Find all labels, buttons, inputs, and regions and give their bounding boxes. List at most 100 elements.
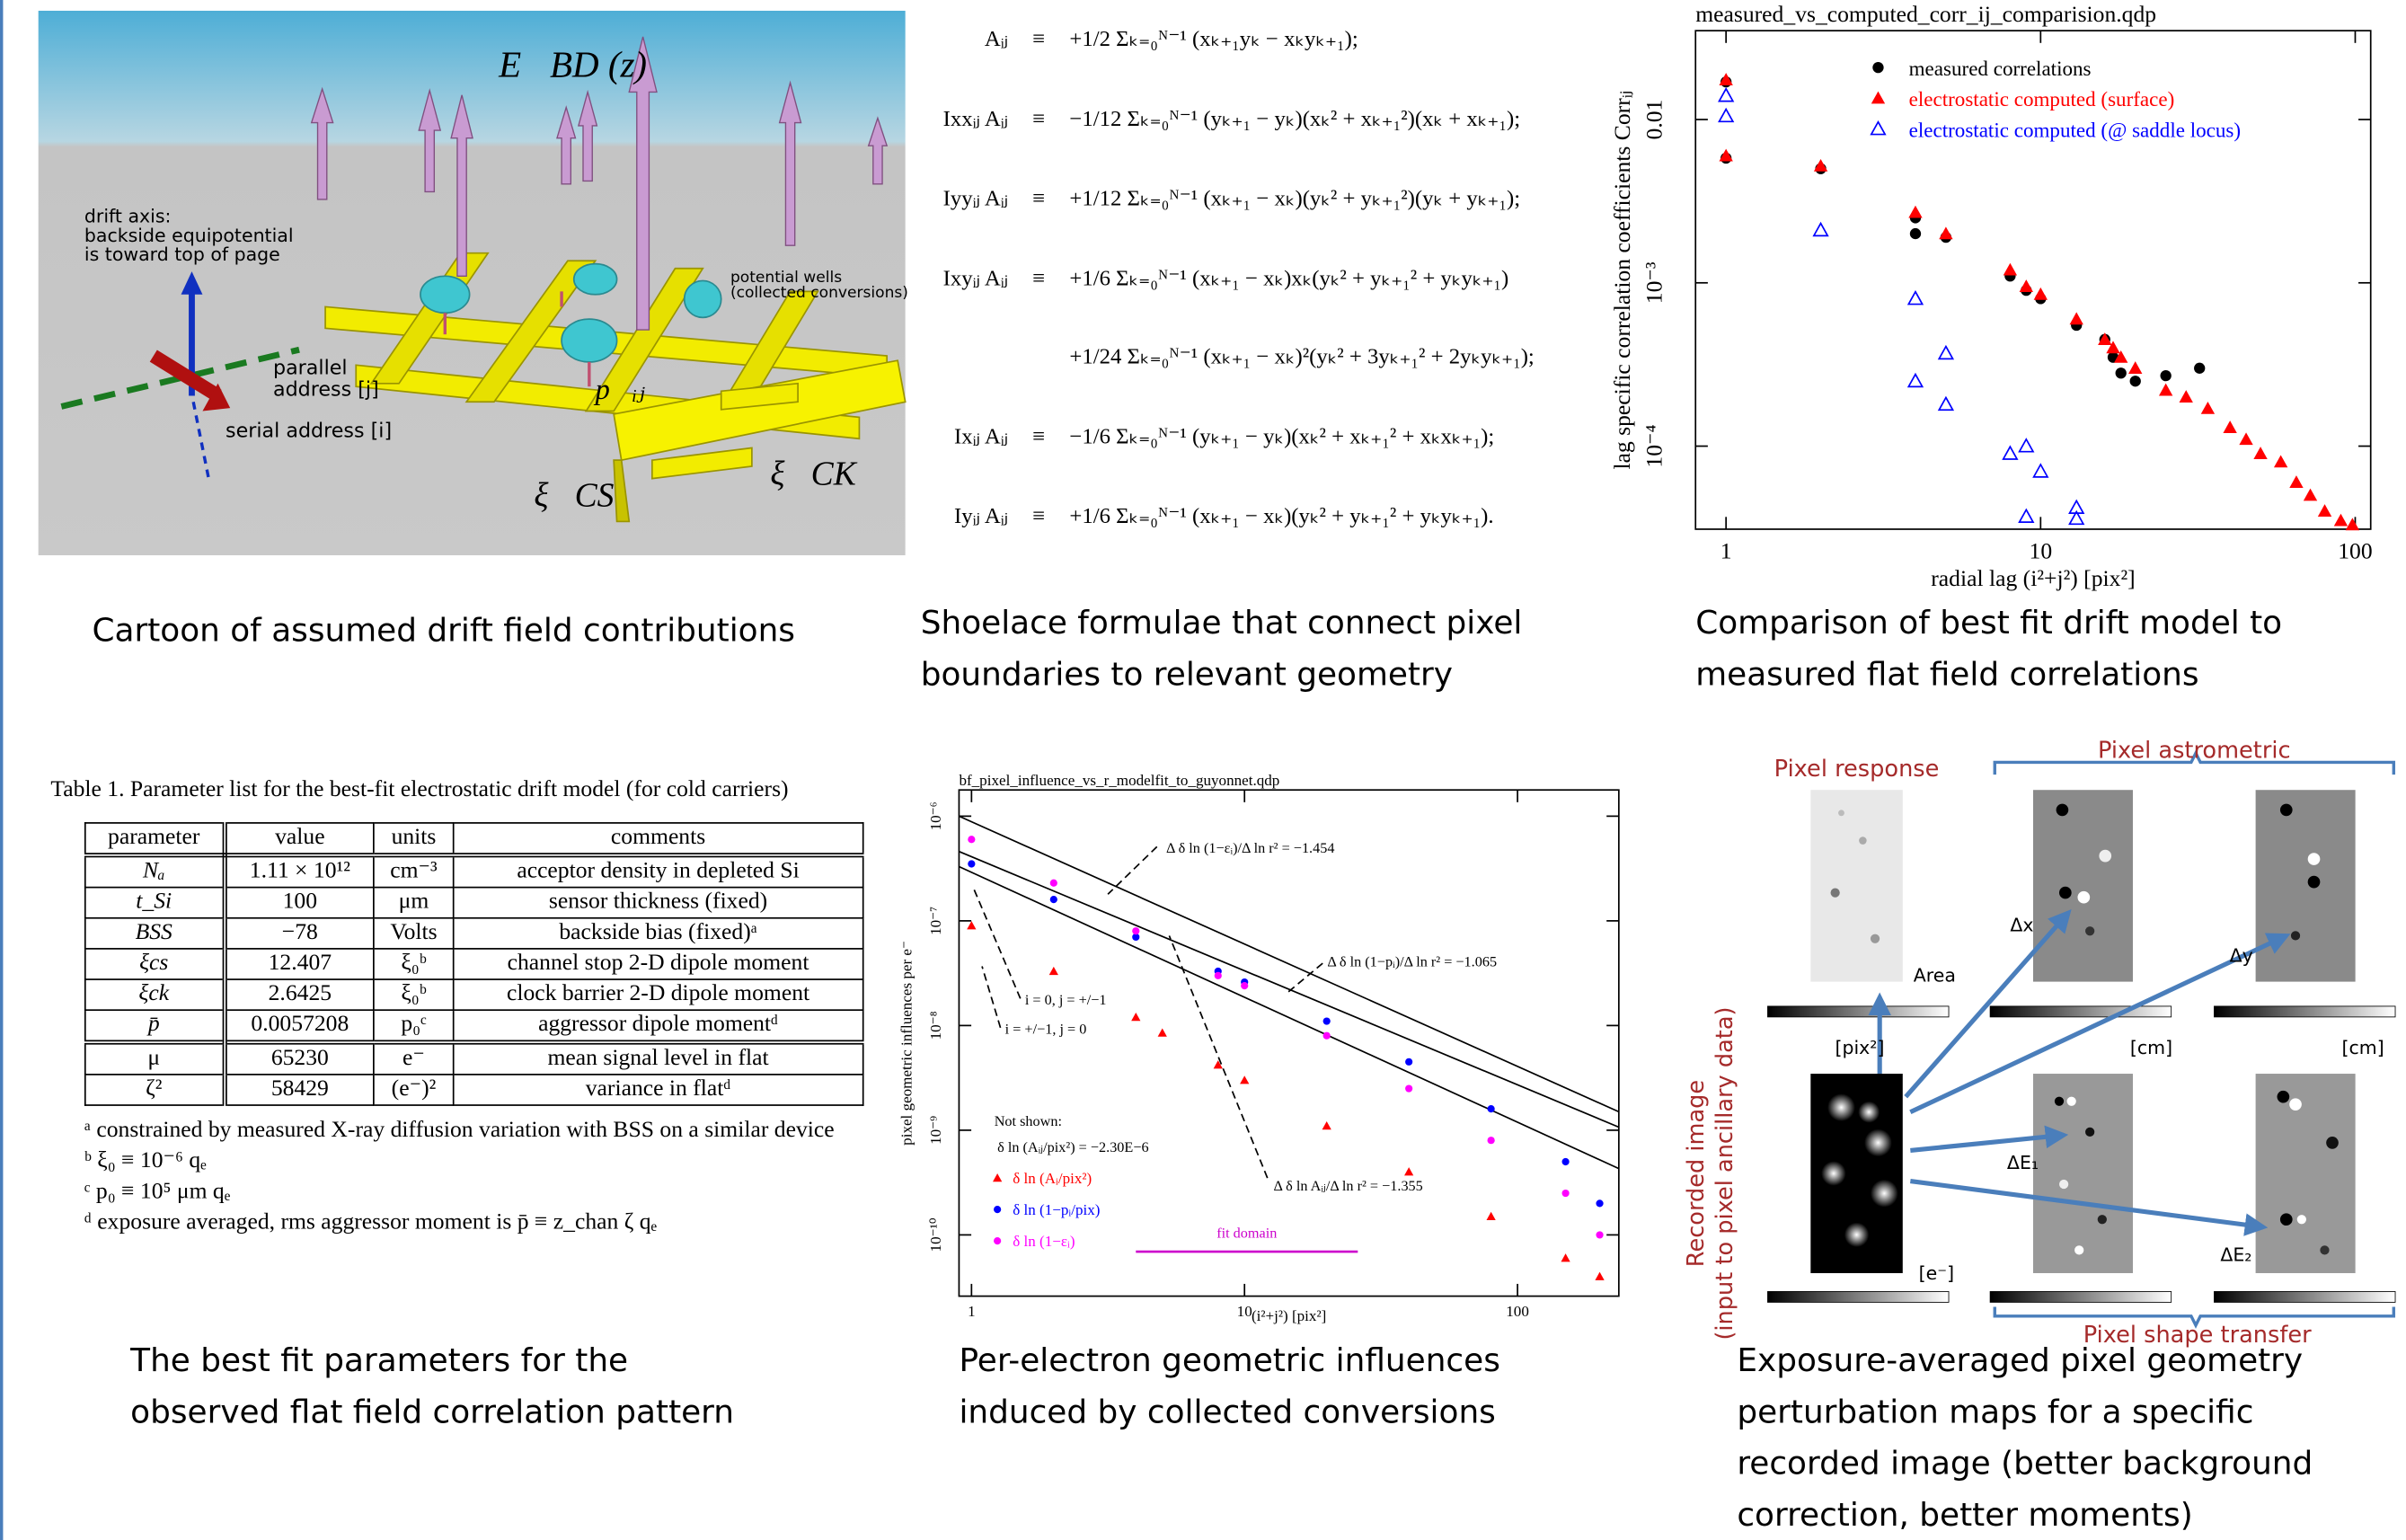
formula-label: Aᵢⱼ xyxy=(985,27,1008,51)
table-cell: 65230 xyxy=(224,1042,374,1075)
annotation: Δ δ ln Aᵢⱼ/Δ ln r² = −1.355 xyxy=(1274,1178,1423,1194)
y-tick-label: 10⁻⁶ xyxy=(927,801,944,830)
annotation-pointer xyxy=(982,967,1000,1028)
data-point xyxy=(1240,1075,1249,1084)
data-point xyxy=(1050,880,1057,887)
clock-barrier-label: ξ⃗CK xyxy=(770,456,857,492)
map-title: Pixel astrometric xyxy=(2098,737,2291,764)
data-point xyxy=(1049,967,1058,975)
data-point xyxy=(2334,514,2348,527)
data-point xyxy=(1908,206,1922,218)
data-point xyxy=(1158,1029,1167,1037)
data-point xyxy=(2004,447,2017,459)
data-point xyxy=(1131,1013,1140,1021)
table-row: BSS−78Voltsbackside bias (fixed)ᵃ xyxy=(85,918,863,949)
table-cell: t_Si xyxy=(85,888,225,918)
data-point xyxy=(1719,109,1732,121)
caption: Shoelace formulae that connect pixel xyxy=(921,605,1523,642)
legend-marker xyxy=(1872,62,1883,73)
legend-label: δ ln (1−εᵢ) xyxy=(1013,1233,1075,1250)
data-point xyxy=(1488,1137,1495,1144)
legend-marker xyxy=(994,1237,1001,1244)
x-axis-label: (i²+j²) [pix²] xyxy=(1252,1307,1326,1324)
data-point xyxy=(1719,149,1732,162)
data-point xyxy=(1814,159,1827,172)
formula-expr: +1/6 Σₖ₌₀ᴺ⁻¹ (xₖ₊₁ − xₖ)xₖ(yₖ² + yₖ₊₁² +… xyxy=(1069,267,1508,291)
table-cell: (e⁻)² xyxy=(375,1075,454,1105)
formula-op: ≡ xyxy=(1032,504,1045,528)
table-cell: p₀ᶜ xyxy=(375,1010,454,1042)
data-point xyxy=(1322,1121,1331,1129)
data-point xyxy=(2020,509,2033,522)
wells-label: (collected conversions) xyxy=(730,284,908,302)
annotation-pointer xyxy=(1108,846,1157,894)
y-tick-label: 10⁻⁴ xyxy=(1641,424,1667,467)
table-cell: clock barrier 2-D dipole moment xyxy=(453,979,862,1010)
data-point xyxy=(1487,1212,1496,1220)
data-point xyxy=(2070,312,2083,324)
annotation: Not shown: xyxy=(995,1113,1062,1129)
formula-op: ≡ xyxy=(1032,107,1045,131)
map-label: Δx xyxy=(2010,914,2033,935)
caption: observed flat field correlation pattern xyxy=(130,1394,734,1430)
data-point xyxy=(967,921,976,929)
legend-label: δ ln (Aᵢ/pix²) xyxy=(1013,1170,1092,1187)
recorded-image-label: (input to pixel ancillary data) xyxy=(1712,1006,1738,1340)
formula-expr: +1/12 Σₖ₌₀ᴺ⁻¹ (xₖ₊₁ − xₖ)(yₖ² + yₖ₊₁²)(y… xyxy=(1069,187,1520,211)
data-point xyxy=(2159,384,2172,396)
data-point xyxy=(2201,402,2215,414)
data-point xyxy=(2304,489,2317,501)
data-point xyxy=(1214,1060,1223,1068)
parallel-label: address [j] xyxy=(273,377,379,401)
data-point xyxy=(2020,279,2033,292)
parameter-table: Table 1. Parameter list for the best-fit… xyxy=(50,778,902,1238)
data-point xyxy=(1561,1190,1569,1197)
data-point xyxy=(1939,397,1952,410)
recorded-image-label: Recorded image xyxy=(1683,1080,1710,1267)
table-cell: ζ² xyxy=(85,1075,225,1105)
table-cell: cm⁻³ xyxy=(375,855,454,888)
map-label: ΔE₁ xyxy=(2007,1152,2039,1173)
formula-op: ≡ xyxy=(1032,27,1045,51)
data-point xyxy=(2161,370,2172,381)
footnotes: ᵃ constrained by measured X-ray diffusio… xyxy=(84,1115,882,1238)
data-point xyxy=(2034,288,2048,300)
caption: correction, better moments) xyxy=(1737,1497,2192,1534)
legend-label: electrostatic computed (surface) xyxy=(1909,87,2175,111)
formula-label: Ixᵢⱼ Aᵢⱼ xyxy=(954,424,1008,448)
table-cell: aggressor dipole momentᵈ xyxy=(453,1010,862,1042)
data-point xyxy=(2004,263,2017,276)
y-tick-label: 10⁻⁸ xyxy=(927,1011,944,1040)
table-title: Table 1. Parameter list for the best-fit… xyxy=(50,778,902,804)
caption: induced by collected conversions xyxy=(959,1394,1495,1430)
drift-axis-label: is toward top of page xyxy=(84,243,280,265)
data-point xyxy=(1488,1105,1495,1112)
table-cell: 1.11 × 10¹² xyxy=(224,855,374,888)
data-point xyxy=(2128,361,2142,374)
y-tick-label: 10⁻⁷ xyxy=(927,907,944,935)
table-cell: 58429 xyxy=(224,1075,374,1105)
data-point xyxy=(2289,475,2303,488)
table-cell: Nₐ xyxy=(85,855,225,888)
table-cell: BSS xyxy=(85,918,225,949)
caption: The best fit parameters for the xyxy=(129,1342,628,1379)
dipole-label: p⃗ᵢⱼ xyxy=(594,374,646,406)
footnote: ᵃ constrained by measured X-ray diffusio… xyxy=(84,1115,882,1146)
data-point xyxy=(2274,455,2287,467)
data-point xyxy=(1050,896,1057,903)
table-row: t_Si100μmsensor thickness (fixed) xyxy=(85,888,863,918)
serial-label: serial address [i] xyxy=(226,420,392,443)
data-point xyxy=(1939,226,1952,239)
data-point xyxy=(1561,1158,1569,1165)
data-point xyxy=(2253,447,2267,459)
parallel-label: parallel xyxy=(273,357,348,380)
table-row: p̄0.0057208p₀ᶜaggressor dipole momentᵈ xyxy=(85,1010,863,1042)
table-cell: 100 xyxy=(224,888,374,918)
annotation: Δ δ ln (1−pᵢ)/Δ ln r² = −1.065 xyxy=(1327,954,1497,970)
map-label: Area xyxy=(1914,965,1956,987)
data-point xyxy=(2194,363,2205,374)
table-header: parametervalueunitscomments xyxy=(85,823,863,855)
data-point xyxy=(2116,367,2127,378)
